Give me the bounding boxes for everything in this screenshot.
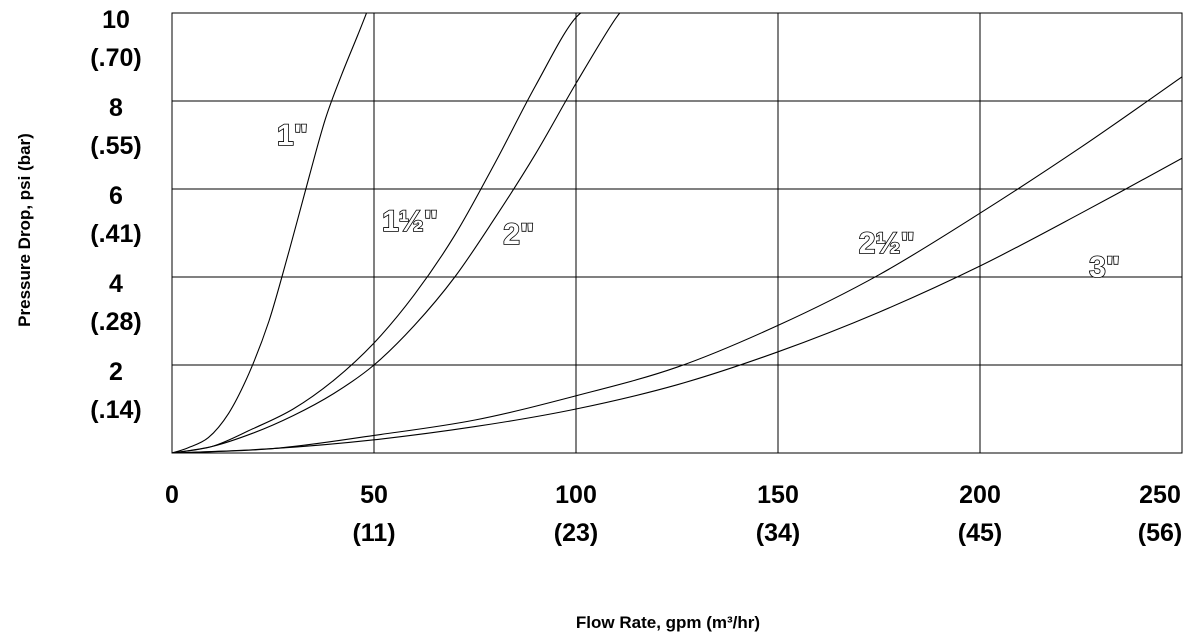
x-tick-label: 0 — [165, 481, 179, 509]
y-axis-ticks: 2 (.14) 4 (.28) 6 (.41) 8 (.55) 10 (.70) — [90, 6, 141, 424]
series-label-2: 1½" — [382, 205, 438, 238]
x-tick-label: 50 — [360, 481, 388, 509]
series-labels: 1" 1½" 2" 2½" 3" — [276, 118, 1121, 285]
chart-series — [172, 13, 1182, 453]
x-tick-sublabel: (23) — [554, 519, 598, 547]
chart-grid — [171, 12, 1183, 454]
x-tick-sublabel: (11) — [352, 519, 395, 547]
x-axis-ticks: 0 50 (11) 100 (23) 150 (34) 200 (45) 250 (56) — [165, 481, 1182, 547]
y-tick-sublabel: (.41) — [90, 220, 141, 248]
y-tick-sublabel: (.14) — [90, 396, 141, 424]
series-line-5 — [172, 157, 1182, 453]
series-label-5: 3" — [1089, 251, 1120, 284]
x-tick-sublabel: (56) — [1138, 519, 1182, 547]
series-line-1 — [172, 13, 368, 453]
series-label-1: 1" — [277, 119, 308, 152]
series-label-4: 2½" — [859, 227, 915, 260]
series-line-2 — [172, 13, 582, 453]
series-line-4 — [172, 76, 1182, 453]
y-tick-label: 8 — [109, 94, 123, 122]
y-tick-label: 10 — [102, 6, 130, 34]
y-tick-label: 6 — [109, 182, 123, 210]
y-axis-title: Pressure Drop, psi (bar) — [15, 133, 34, 327]
x-tick-label: 100 — [555, 481, 597, 509]
y-tick-label: 2 — [109, 358, 123, 386]
x-axis-title: Flow Rate, gpm (m³/hr) — [576, 613, 760, 632]
x-tick-label: 200 — [959, 481, 1001, 509]
x-tick-sublabel: (34) — [756, 519, 800, 547]
x-tick-label: 250 — [1139, 481, 1181, 509]
series-label-3: 2" — [503, 218, 534, 251]
y-tick-sublabel: (.70) — [90, 44, 141, 72]
y-tick-label: 4 — [109, 270, 123, 298]
plot-frame — [171, 12, 1183, 454]
series-line-3 — [172, 13, 621, 453]
y-tick-sublabel: (.55) — [90, 132, 141, 160]
x-tick-label: 150 — [757, 481, 799, 509]
x-tick-sublabel: (45) — [958, 519, 1002, 547]
y-tick-sublabel: (.28) — [90, 308, 141, 336]
